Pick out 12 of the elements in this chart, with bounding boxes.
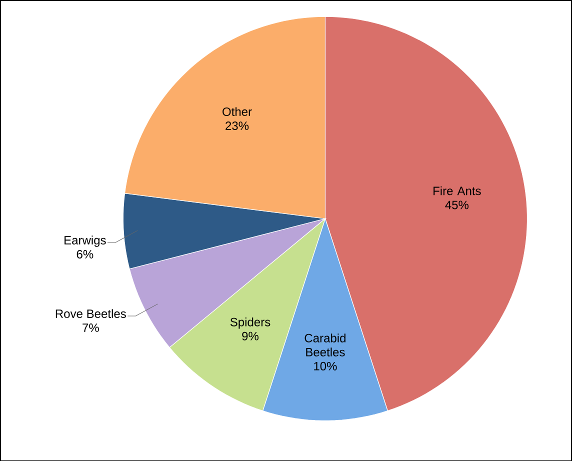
data-label: 45% bbox=[445, 200, 469, 209]
slice-label: Spiders bbox=[230, 317, 270, 329]
data-label: 7% bbox=[82, 323, 99, 332]
data-label: 6% bbox=[76, 250, 94, 258]
slice-label: Earwigs bbox=[64, 235, 106, 247]
data-label: 23% bbox=[226, 121, 249, 130]
data-label: 9% bbox=[242, 332, 258, 340]
data-label: 10% bbox=[314, 362, 337, 370]
slice-label: Carabid Beetles bbox=[304, 333, 346, 356]
slice-label: Other bbox=[222, 106, 252, 116]
slice-label: Fire Ants bbox=[434, 186, 481, 195]
slice-label: Rove Beetles bbox=[56, 308, 126, 318]
